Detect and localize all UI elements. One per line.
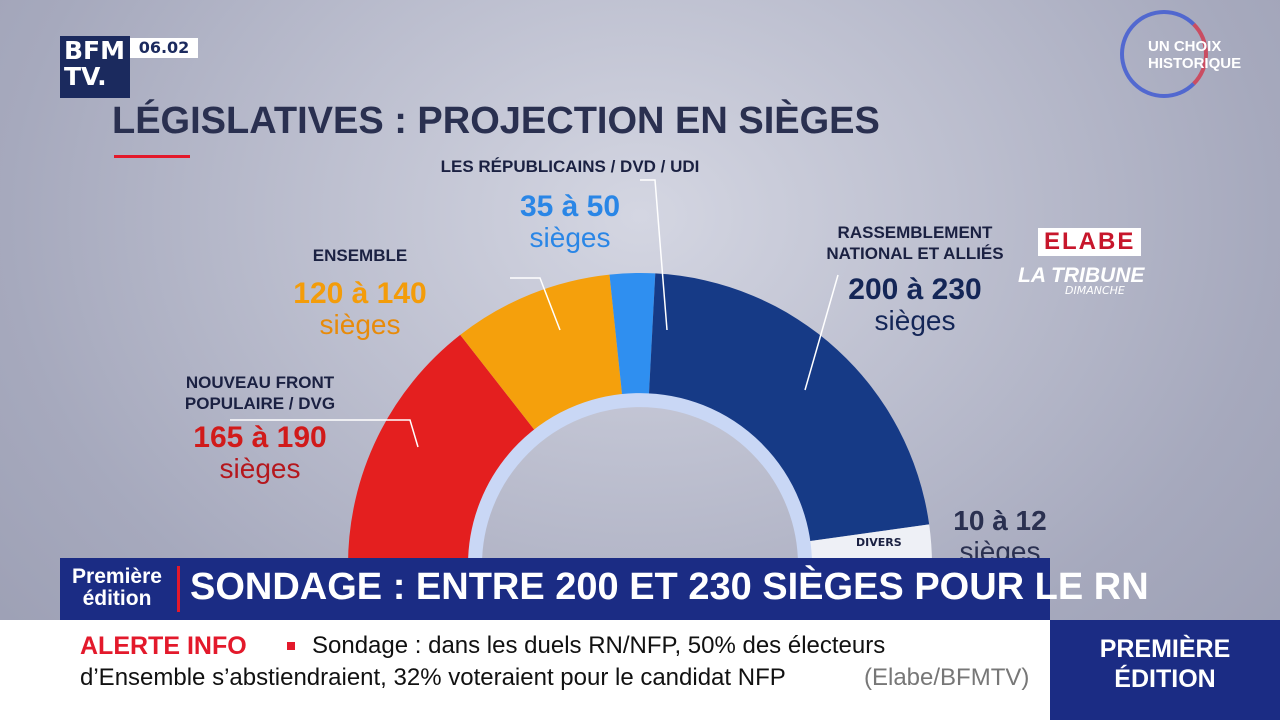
group-nfp: NOUVEAU FRONT POPULAIRE / DVG 165 à 190 … <box>160 372 360 484</box>
group-range: 120 à 140 <box>293 277 427 310</box>
ticker <box>0 620 1050 720</box>
inner-rim <box>468 393 812 566</box>
source-elabe: ELABE <box>1038 228 1142 256</box>
group-unit: sièges <box>529 222 611 253</box>
ticker-label: ALERTE INFO <box>80 632 247 660</box>
leader-line <box>230 419 419 448</box>
badge: UN CHOIX HISTORIQUE <box>1148 38 1241 72</box>
hemicycle-segment <box>609 273 656 401</box>
group-unit: sièges <box>219 453 301 484</box>
graphic-title: LÉGISLATIVES : PROJECTION EN SIÈGES <box>112 100 880 142</box>
group-name: RASSEMBLEMENT <box>837 223 993 242</box>
group-unit: sièges <box>874 305 956 336</box>
logo-top: BFM <box>64 36 126 65</box>
hemicycle-segment <box>803 524 932 565</box>
title-underline <box>114 155 190 158</box>
group-range: 10 à 12 <box>953 505 1047 536</box>
group-name: DIVERS <box>856 536 902 549</box>
group-lr: LES RÉPUBLICAINS / DVD / UDI 35 à 50 siè… <box>420 156 720 253</box>
leader-line <box>510 277 561 331</box>
group-name: POPULAIRE / DVG <box>184 394 336 413</box>
group-range: 165 à 190 <box>193 421 327 454</box>
hemicycle-segment <box>648 273 930 543</box>
group-rn: RASSEMBLEMENT NATIONAL ET ALLIÉS 200 à 2… <box>810 222 1020 336</box>
group-name: NOUVEAU FRONT <box>185 373 335 392</box>
logo-bottom: TV. <box>64 62 107 91</box>
program-line: ÉDITION <box>1114 665 1216 693</box>
leader-line <box>804 274 839 391</box>
hemicycle-segment <box>460 274 623 435</box>
edition-line: Première <box>72 565 162 588</box>
ticker-text: d’Ensemble s’abstiendraient, 32% voterai… <box>80 664 786 691</box>
channel-logo: BFM TV. <box>60 36 130 98</box>
headline: SONDAGE : ENTRE 200 ET 230 SIÈGES POUR L… <box>190 566 1149 608</box>
badge-line: HISTORIQUE <box>1148 55 1242 72</box>
hemicycle-segment <box>348 334 539 565</box>
banner <box>60 558 1050 620</box>
program-tag: PREMIÈRE ÉDITION <box>1050 620 1280 720</box>
group-range: 35 à 50 <box>519 190 621 223</box>
edition-tag: Première édition <box>62 566 172 610</box>
separator <box>177 566 180 612</box>
source-tribune: LA TRIBUNE <box>1018 264 1145 287</box>
ticker-text: Sondage : dans les duels RN/NFP, 50% des… <box>312 632 886 659</box>
source-tribune-sub: DIMANCHE <box>1065 284 1125 297</box>
badge-line: UN CHOIX <box>1148 38 1222 55</box>
clock: 06.02 <box>130 38 198 58</box>
program-line: PREMIÈRE <box>1099 635 1231 663</box>
edition-line: édition <box>82 587 152 610</box>
group-ensemble: ENSEMBLE 120 à 140 sièges <box>275 245 445 340</box>
group-range: 200 à 230 <box>848 273 982 306</box>
leader-line <box>640 179 668 331</box>
group-name: LES RÉPUBLICAINS / DVD / UDI <box>440 157 700 176</box>
ticker-source: (Elabe/BFMTV) <box>864 664 1030 691</box>
ticker-bullet <box>287 642 295 650</box>
group-name: NATIONAL ET ALLIÉS <box>826 244 1004 263</box>
badge-ring <box>1120 10 1208 98</box>
group-unit: sièges <box>319 309 401 340</box>
group-name: ENSEMBLE <box>312 246 408 265</box>
